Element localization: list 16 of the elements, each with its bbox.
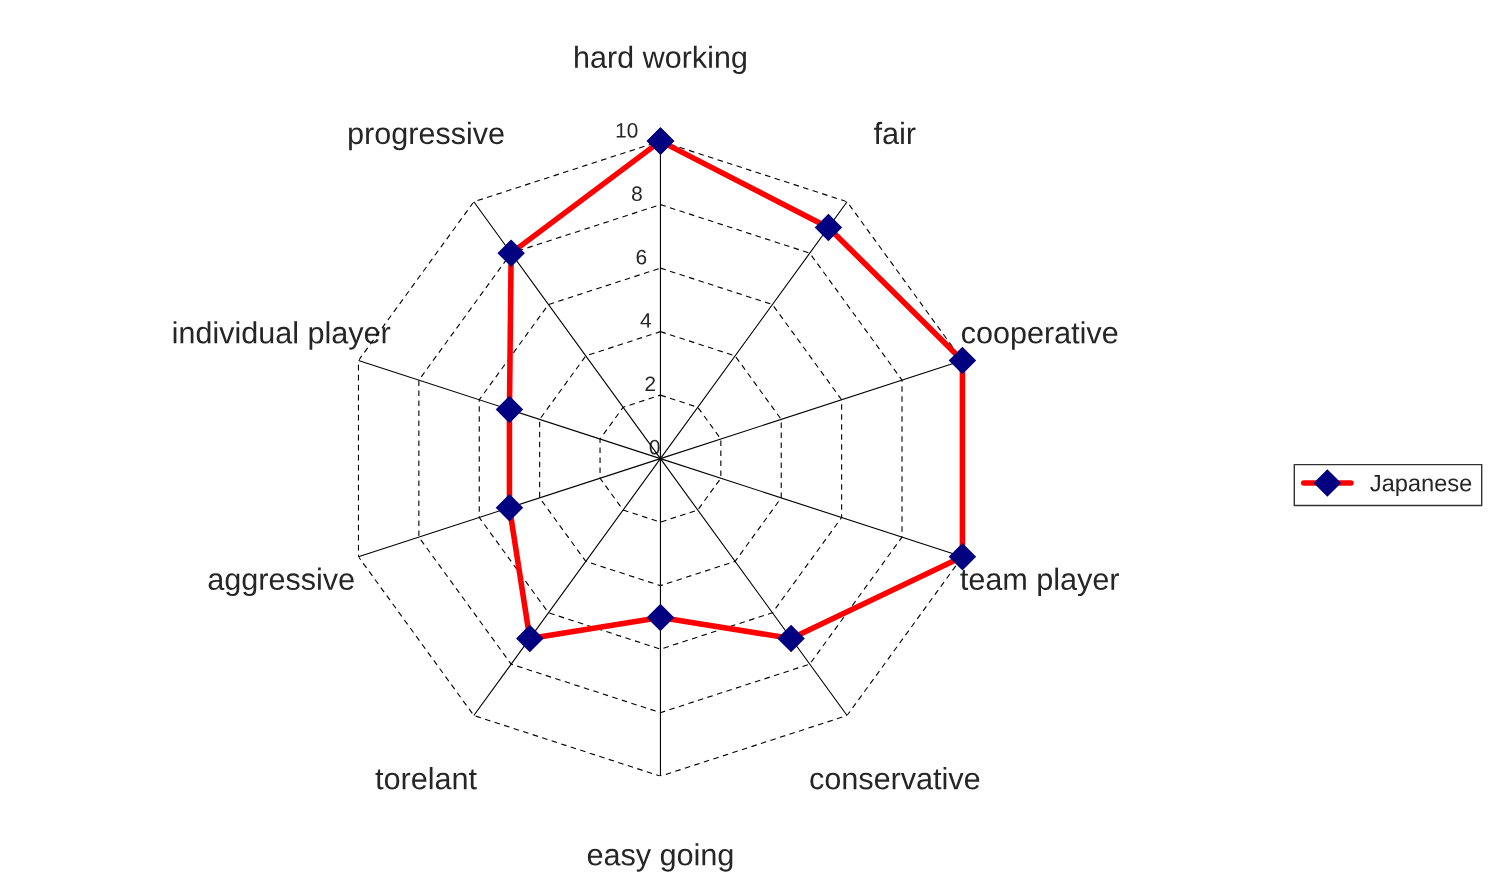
y-tick-label: 2 xyxy=(645,376,655,391)
spoke-label: torelant xyxy=(375,767,477,790)
y-tick-label: 10 xyxy=(616,123,638,138)
spoke-label: aggressive xyxy=(208,567,354,597)
y-tick-label: 4 xyxy=(640,313,651,328)
spoke-label: hard working xyxy=(575,45,746,75)
legend-label: Japanese xyxy=(1370,474,1472,497)
spoke-label: progressive xyxy=(349,121,504,151)
spoke-label: easy going xyxy=(587,843,733,872)
spoke-label: cooperative xyxy=(962,321,1118,350)
spoke-label: conservative xyxy=(810,767,980,790)
spoke-label: team player xyxy=(960,567,1120,597)
y-tick-label: 8 xyxy=(632,186,642,202)
y-tick-label: 6 xyxy=(636,249,647,265)
spoke-label: individual player xyxy=(173,321,391,350)
spoke-label: fair xyxy=(874,121,916,145)
